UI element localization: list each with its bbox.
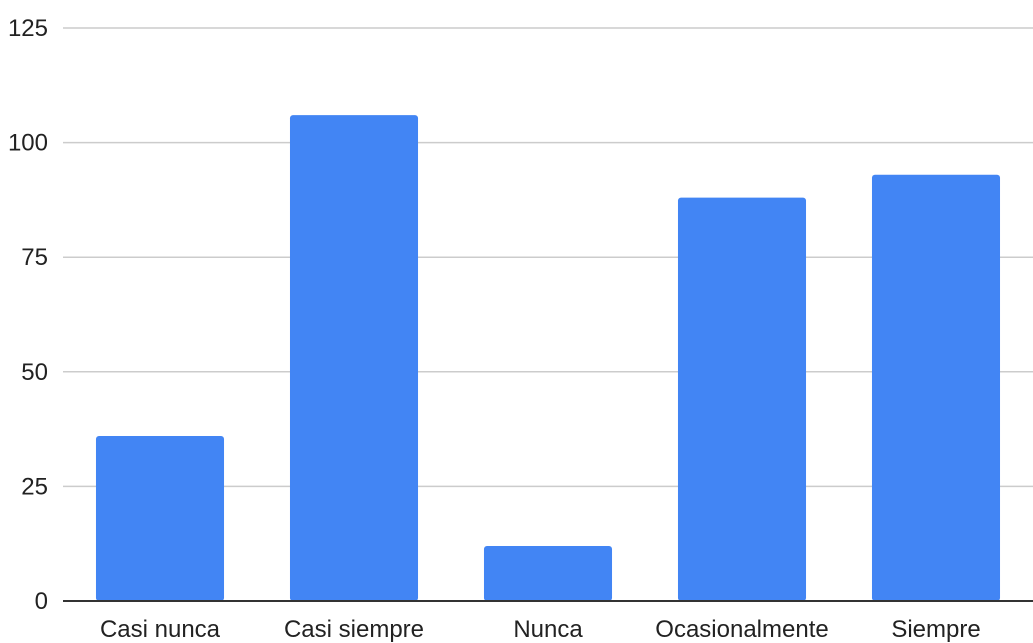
- y-tick-label: 125: [8, 15, 48, 42]
- bar-casi-siempre: [289, 115, 419, 601]
- gridlines: [63, 27, 1033, 488]
- y-tick-label: 0: [35, 588, 48, 615]
- x-tick-label: Ocasionalmente: [655, 616, 828, 643]
- bar-casi-nunca: [95, 435, 225, 601]
- y-tick-label: 25: [21, 473, 48, 500]
- x-tick-label: Casi siempre: [284, 616, 424, 643]
- bars: [95, 115, 1001, 602]
- y-tick-label: 75: [21, 244, 48, 271]
- y-tick-label: 50: [21, 359, 48, 386]
- bar-nunca: [483, 545, 613, 601]
- x-tick-label: Siempre: [891, 616, 980, 643]
- y-axis-ticks: 0 25 50 75 100 125: [8, 15, 48, 615]
- x-tick-label: Nunca: [513, 616, 583, 643]
- bar-ocasionalmente: [677, 197, 807, 601]
- x-axis-labels: Casi nunca Casi siempre Nunca Ocasionalment…: [100, 616, 981, 643]
- y-tick-label: 100: [8, 130, 48, 157]
- x-tick-label: Casi nunca: [100, 616, 221, 643]
- bar-siempre: [871, 174, 1001, 602]
